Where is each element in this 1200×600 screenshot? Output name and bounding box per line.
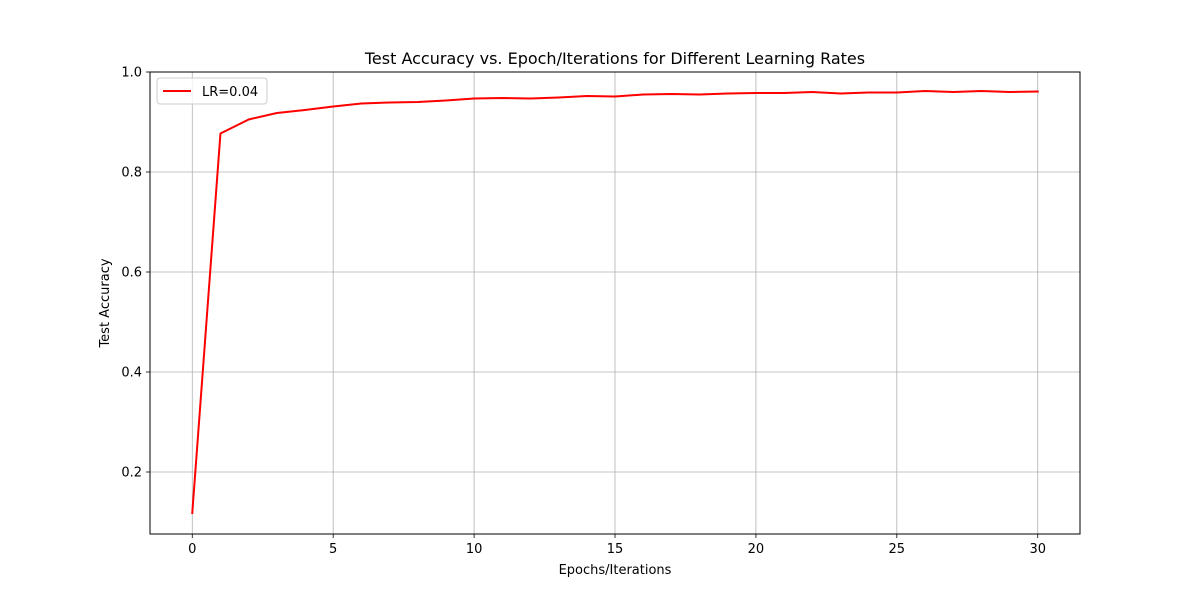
x-tick-label: 10 [466, 542, 483, 557]
x-tick-label: 20 [748, 542, 765, 557]
y-tick-label: 0.2 [121, 466, 142, 481]
y-tick-label: 0.6 [121, 266, 142, 281]
legend: LR=0.04 [156, 77, 268, 105]
y-axis-ticks: 0.2 0.4 0.6 0.8 1.0 [121, 66, 150, 481]
x-axis-ticks: 0 5 10 15 20 25 30 [188, 534, 1046, 557]
y-axis-label: Test Accuracy [98, 258, 113, 348]
x-axis-label: Epochs/Iterations [559, 563, 672, 578]
x-tick-label: 15 [607, 542, 624, 557]
series-layer [191, 90, 1039, 515]
y-tick-label: 0.4 [121, 366, 142, 381]
x-tick-label: 0 [188, 542, 196, 557]
x-tick-label: 5 [329, 542, 337, 557]
y-tick-label: 0.8 [121, 166, 142, 181]
series-line-lr-0-04 [191, 90, 1039, 515]
x-tick-label: 25 [889, 542, 906, 557]
y-tick-label: 1.0 [121, 66, 142, 81]
chart-title: Test Accuracy vs. Epoch/Iterations for D… [364, 49, 865, 68]
legend-box [156, 77, 268, 105]
grid-lines [150, 71, 1080, 534]
x-tick-label: 30 [1029, 542, 1046, 557]
legend-entry-label: LR=0.04 [202, 85, 258, 100]
